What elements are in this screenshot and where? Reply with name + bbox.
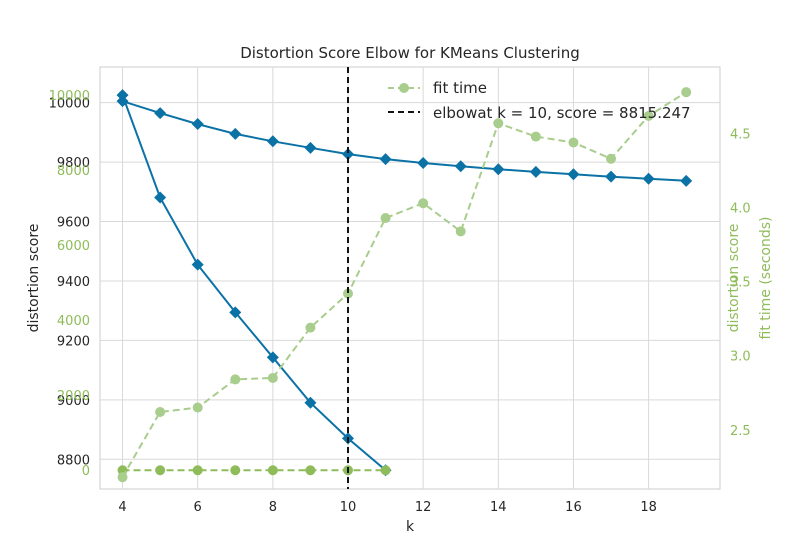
axes: 4 6 8 10 12 14 16 18 8800 9000 9200 9400 9600 9800 100… [49, 89, 751, 515]
legend-elbow-label: elbowat k = 10, score = 8815.247 [433, 104, 691, 122]
diamond-point [304, 141, 317, 154]
diamond-point [229, 127, 242, 140]
y-tick-label: 9600 [57, 216, 90, 231]
diamond-point [304, 396, 317, 409]
diamond-point [154, 107, 167, 120]
circle-point [493, 118, 504, 129]
circle-point [568, 137, 579, 148]
plot-area [99, 66, 721, 490]
y2-tick-label: 3.5 [730, 276, 751, 291]
circle-point [305, 465, 316, 476]
series-line-3 [121, 91, 687, 478]
circle-point [155, 465, 166, 476]
diamond-point [342, 148, 354, 161]
circle-point [455, 226, 466, 237]
x-axis-label: k [406, 519, 415, 535]
y2-tick-label: 4.5 [730, 128, 751, 143]
diamond-point [154, 191, 167, 204]
circle-point [267, 372, 278, 383]
diamond-point [529, 165, 542, 178]
legend-fit-time-marker [399, 83, 409, 93]
legend-fit-time-label: fit time [433, 79, 487, 97]
y-tick-label: 9000 [57, 394, 90, 409]
x-tick-label: 6 [194, 500, 202, 515]
diamond-point [492, 163, 505, 176]
y-tick-label: 8800 [57, 453, 90, 468]
diamond-point [605, 170, 618, 183]
circle-point [192, 402, 203, 413]
x-tick-label: 14 [490, 500, 507, 515]
circle-point [418, 198, 429, 209]
y-tick-label: 9200 [57, 334, 90, 349]
y-tick-label: 10000 [49, 97, 90, 112]
overlay-y-tick-label: 4000 [57, 314, 90, 329]
diamond-point [229, 306, 242, 319]
diamond-point [116, 89, 129, 102]
circle-point [155, 407, 166, 418]
circle-point [380, 213, 391, 224]
circle-point [267, 465, 278, 476]
x-tick-label: 10 [340, 500, 357, 515]
overlay-y-tick-label: 10000 [49, 89, 90, 104]
x-tick-label: 16 [565, 500, 582, 515]
x-tick-label: 18 [640, 500, 657, 515]
y2-tick-label: 2.5 [730, 424, 751, 439]
series-group [116, 67, 693, 489]
series-line-0 [122, 100, 687, 182]
diamond-point [379, 153, 392, 166]
x-tick-label: 8 [269, 500, 277, 515]
diamond-point [567, 168, 580, 181]
diamond-point [454, 160, 467, 173]
overlay-y-tick-label: 2000 [57, 389, 90, 404]
overlay-y-tick-label: 6000 [57, 239, 90, 254]
x-tick-label: 4 [118, 500, 126, 515]
overlay-y-tick-label: 0 [82, 464, 90, 479]
overlay-y-tick-label: 8000 [57, 164, 90, 179]
circle-point [230, 374, 241, 385]
legend: fit time elbowat k = 10, score = 8815.24… [388, 79, 691, 122]
y2-tick-label: 3.0 [730, 350, 751, 365]
diamond-point [191, 118, 204, 131]
y2-axis-label: fit time (seconds) [758, 217, 774, 340]
diamond-point [680, 174, 693, 187]
diamond-point [266, 135, 279, 148]
circle-point [643, 110, 654, 121]
chart-title: Distortion Score Elbow for KMeans Cluste… [240, 44, 580, 62]
y2-axis-overlay-label: distortion score [726, 224, 742, 333]
diamond-point [191, 258, 204, 271]
x-tick-label: 12 [415, 500, 432, 515]
circle-point [380, 465, 391, 476]
y-axis-label: distortion score [26, 224, 42, 333]
y-tick-label: 9800 [57, 156, 90, 171]
y-tick-label: 9400 [57, 275, 90, 290]
diamond-point [642, 172, 655, 185]
circle-point [230, 465, 241, 476]
diamond-point [266, 351, 279, 364]
circle-point [606, 153, 617, 164]
circle-point [305, 322, 316, 333]
series-line-1 [121, 94, 387, 471]
y2-tick-label: 4.0 [730, 202, 751, 217]
circle-point [192, 465, 203, 476]
circle-point [530, 131, 541, 142]
circle-point [117, 472, 128, 483]
diamond-point [417, 156, 430, 169]
circle-point [343, 288, 353, 299]
circle-point [681, 87, 692, 98]
